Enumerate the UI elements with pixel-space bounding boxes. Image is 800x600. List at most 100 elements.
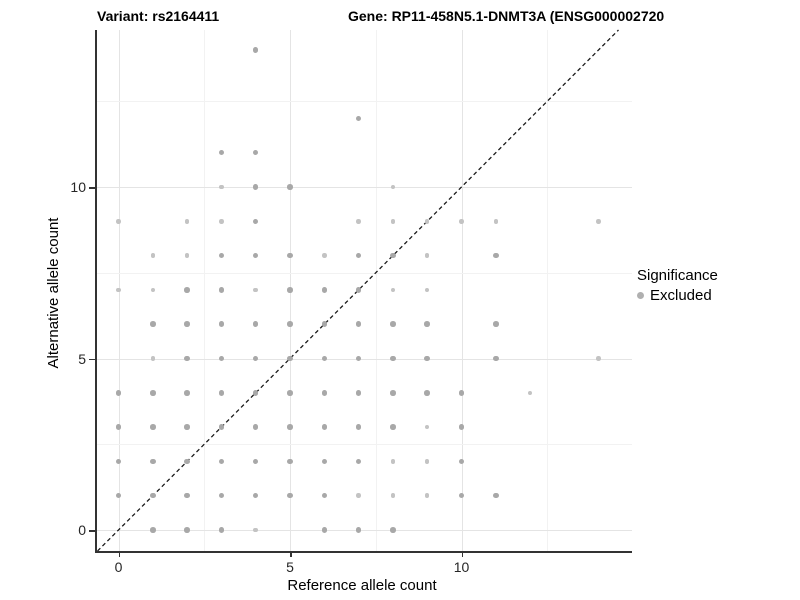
data-point bbox=[355, 527, 362, 533]
data-point bbox=[287, 390, 293, 396]
data-point bbox=[115, 492, 122, 499]
x-axis-line bbox=[95, 551, 632, 553]
data-point bbox=[184, 527, 190, 533]
data-point bbox=[355, 390, 362, 396]
data-point bbox=[184, 390, 190, 396]
data-point bbox=[424, 253, 430, 258]
data-point bbox=[355, 424, 362, 430]
data-point bbox=[252, 184, 259, 190]
data-point bbox=[424, 219, 430, 224]
data-point bbox=[493, 219, 499, 224]
data-point bbox=[321, 424, 328, 430]
y-tick-label: 0 bbox=[78, 522, 86, 538]
data-point bbox=[493, 252, 499, 259]
data-point bbox=[184, 424, 190, 430]
data-point bbox=[424, 493, 430, 498]
legend-title: Significance bbox=[637, 267, 718, 284]
data-point bbox=[252, 424, 259, 430]
data-point bbox=[218, 287, 225, 293]
data-point bbox=[424, 287, 430, 293]
data-point bbox=[287, 287, 293, 293]
data-point bbox=[287, 492, 293, 499]
data-point bbox=[115, 390, 122, 396]
data-point bbox=[321, 355, 328, 362]
gridline-y-major bbox=[95, 187, 632, 188]
data-point bbox=[218, 424, 225, 430]
data-point bbox=[424, 321, 430, 327]
legend-item-label: Excluded bbox=[650, 287, 712, 304]
data-point bbox=[115, 458, 122, 465]
data-point bbox=[287, 321, 293, 327]
data-point bbox=[321, 527, 328, 533]
gridline-y-minor bbox=[95, 444, 632, 446]
data-point bbox=[321, 458, 328, 465]
data-point bbox=[287, 424, 293, 430]
x-tick-label: 10 bbox=[453, 559, 470, 575]
gridline-x-minor bbox=[547, 30, 549, 551]
data-point bbox=[252, 149, 259, 156]
x-tick-label: 0 bbox=[114, 559, 123, 575]
data-point bbox=[458, 424, 465, 430]
data-point bbox=[390, 321, 396, 327]
data-point bbox=[355, 252, 362, 259]
data-point bbox=[424, 424, 430, 430]
data-point bbox=[218, 149, 225, 156]
data-point bbox=[458, 492, 465, 499]
data-point bbox=[321, 492, 328, 499]
data-point bbox=[252, 492, 259, 499]
data-point bbox=[252, 390, 259, 396]
gridline-x-major bbox=[461, 30, 463, 551]
data-point bbox=[252, 47, 259, 53]
data-point bbox=[493, 321, 499, 327]
y-axis-line bbox=[95, 30, 97, 551]
data-point bbox=[321, 287, 328, 293]
data-point bbox=[184, 253, 190, 258]
data-point bbox=[493, 492, 499, 499]
data-point bbox=[253, 527, 258, 533]
data-point bbox=[184, 219, 190, 224]
data-point bbox=[458, 390, 465, 396]
data-point bbox=[424, 390, 430, 396]
data-point bbox=[321, 390, 328, 396]
data-point bbox=[493, 355, 499, 362]
data-point bbox=[150, 287, 156, 293]
data-point bbox=[252, 458, 259, 465]
data-point bbox=[116, 219, 121, 224]
data-point bbox=[150, 424, 156, 430]
data-point bbox=[150, 253, 156, 258]
data-point bbox=[184, 355, 190, 362]
data-point bbox=[390, 184, 396, 190]
variant-title: Variant: rs2164411 bbox=[97, 8, 220, 24]
data-point bbox=[252, 252, 259, 259]
data-point bbox=[184, 321, 190, 327]
x-tick-mark bbox=[461, 552, 463, 557]
data-point bbox=[253, 287, 258, 293]
data-point bbox=[218, 355, 225, 362]
x-tick-mark bbox=[118, 552, 120, 557]
data-point bbox=[252, 321, 259, 327]
y-tick-mark bbox=[89, 530, 95, 532]
data-point bbox=[356, 219, 361, 224]
gridline-y-major bbox=[95, 530, 632, 531]
data-point bbox=[150, 321, 156, 327]
gene-title: Gene: RP11-458N5.1-DNMT3A (ENSG000002720 bbox=[348, 8, 665, 24]
data-point bbox=[116, 287, 121, 293]
data-point bbox=[252, 218, 259, 225]
data-point bbox=[150, 527, 156, 533]
y-tick-mark bbox=[89, 187, 95, 189]
data-point bbox=[115, 424, 122, 430]
data-point bbox=[390, 355, 396, 362]
y-axis-title: Alternative allele count bbox=[45, 217, 62, 369]
data-point bbox=[218, 252, 225, 259]
legend-item-excluded: Excluded bbox=[637, 287, 718, 304]
y-tick-label: 5 bbox=[78, 350, 86, 367]
legend: Significance Excluded bbox=[637, 267, 718, 304]
data-point bbox=[355, 321, 362, 327]
data-point bbox=[150, 356, 156, 361]
gridline-y-minor bbox=[95, 101, 632, 103]
data-point bbox=[321, 321, 328, 327]
data-point bbox=[459, 219, 464, 224]
gridline-y-major bbox=[95, 358, 632, 360]
data-point bbox=[184, 287, 190, 293]
